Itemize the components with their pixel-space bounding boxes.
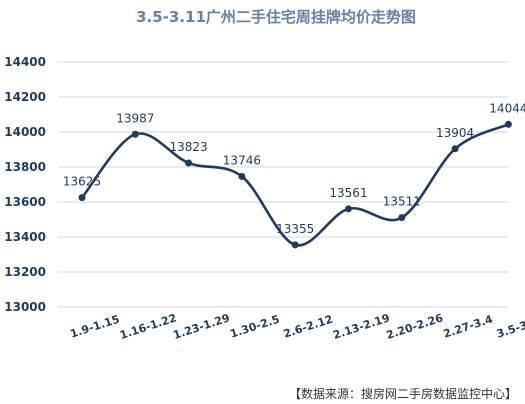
x-tick-label: 2.20-2.26 <box>385 311 445 342</box>
x-tick-label: 2.13-2.19 <box>331 311 391 342</box>
y-axis-ticks: 13000 13200 13400 13600 13800 14000 14200 14400 <box>4 55 46 314</box>
data-label: 13511 <box>383 195 421 209</box>
data-label: 13746 <box>223 153 261 167</box>
x-tick-label: 1.30-2.5 <box>228 313 281 341</box>
y-tick-label: 14200 <box>4 90 46 104</box>
data-label: 13904 <box>436 126 474 140</box>
y-tick-label: 13400 <box>4 230 46 244</box>
data-point <box>504 120 512 128</box>
x-tick-label: 2.6-2.12 <box>282 313 335 341</box>
data-label: 14044 <box>489 101 525 115</box>
y-tick-label: 13200 <box>4 265 46 279</box>
data-label: 13561 <box>329 186 367 200</box>
y-tick-label: 14400 <box>4 55 46 69</box>
y-tick-label: 13800 <box>4 160 46 174</box>
x-tick-label: 1.23-1.29 <box>172 311 232 342</box>
data-label: 13987 <box>116 111 154 125</box>
x-tick-label: 2.27-3.4 <box>442 312 495 340</box>
x-tick-label: 1.9-1.15 <box>69 313 122 341</box>
data-point <box>451 145 459 153</box>
data-label: 13823 <box>170 140 208 154</box>
y-tick-label: 14000 <box>4 125 46 139</box>
gridlines <box>58 61 508 308</box>
x-tick-label: 1.16-1.22 <box>118 311 178 342</box>
x-tick-label: 3.5-3.11 <box>495 313 525 341</box>
data-point <box>291 241 299 249</box>
data-points <box>78 120 512 249</box>
y-tick-label: 13600 <box>4 195 46 209</box>
data-point <box>345 205 352 213</box>
y-tick-label: 13000 <box>4 300 46 314</box>
data-point <box>131 130 139 138</box>
chart-title: 3.5-3.11广州二手住宅周挂牌均价走势图 <box>136 8 416 26</box>
data-label: 13625 <box>63 175 101 189</box>
x-axis-ticks: 1.9-1.151.16-1.221.23-1.291.30-2.5 2.6-2.… <box>69 311 525 342</box>
data-point <box>185 159 193 167</box>
data-labels: 13625 13987 13823 13746 13355 13561 13511 13904… <box>63 101 525 236</box>
data-label: 13355 <box>276 222 314 236</box>
data-point <box>398 214 406 222</box>
data-point <box>78 194 86 202</box>
source-note: 【数据来源：搜房网二手房数据监控中心】 <box>289 386 517 401</box>
data-point <box>238 172 246 180</box>
